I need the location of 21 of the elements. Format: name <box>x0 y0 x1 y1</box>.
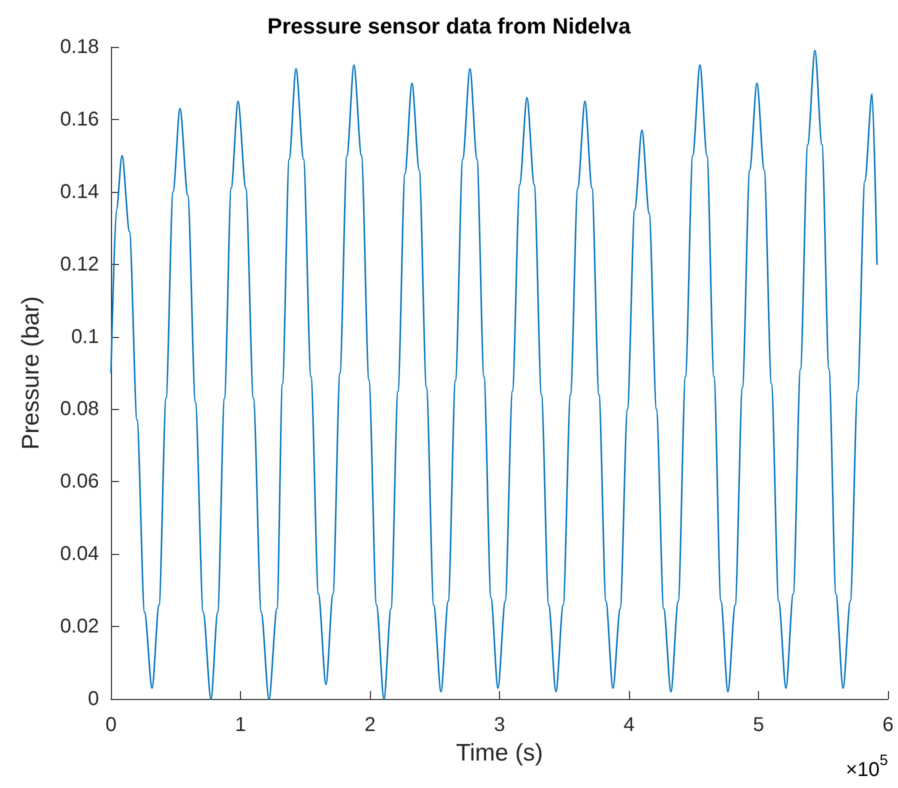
y-axis-title: Pressure (bar) <box>18 296 44 450</box>
x-tick-label: 3 <box>494 714 506 736</box>
x-tick-label: 1 <box>234 714 246 736</box>
y-tick-label: 0.12 <box>60 253 99 276</box>
x-tick-label: 6 <box>882 714 894 736</box>
x-tick-label: 2 <box>364 714 376 736</box>
chart-title: Pressure sensor data from Nidelva <box>267 14 632 38</box>
y-tick-label: 0.08 <box>60 398 99 420</box>
x-tick-label: 0 <box>105 714 117 736</box>
x-tick-label: 4 <box>623 714 635 736</box>
y-tick-label: 0.16 <box>60 108 99 130</box>
y-tick-label: 0 <box>88 688 99 710</box>
y-tick-label: 0.04 <box>60 543 99 566</box>
x-axis-title: Time (s) <box>456 740 544 766</box>
y-tick-label: 0.02 <box>60 616 99 638</box>
y-tick-label: 0.14 <box>60 180 99 203</box>
y-tick-label: 0.18 <box>60 36 99 58</box>
line-series <box>110 50 878 700</box>
x-tick-label: 5 <box>752 714 764 736</box>
y-tick-label: 0.06 <box>60 470 99 493</box>
y-tick-label: 0.1 <box>71 326 99 348</box>
